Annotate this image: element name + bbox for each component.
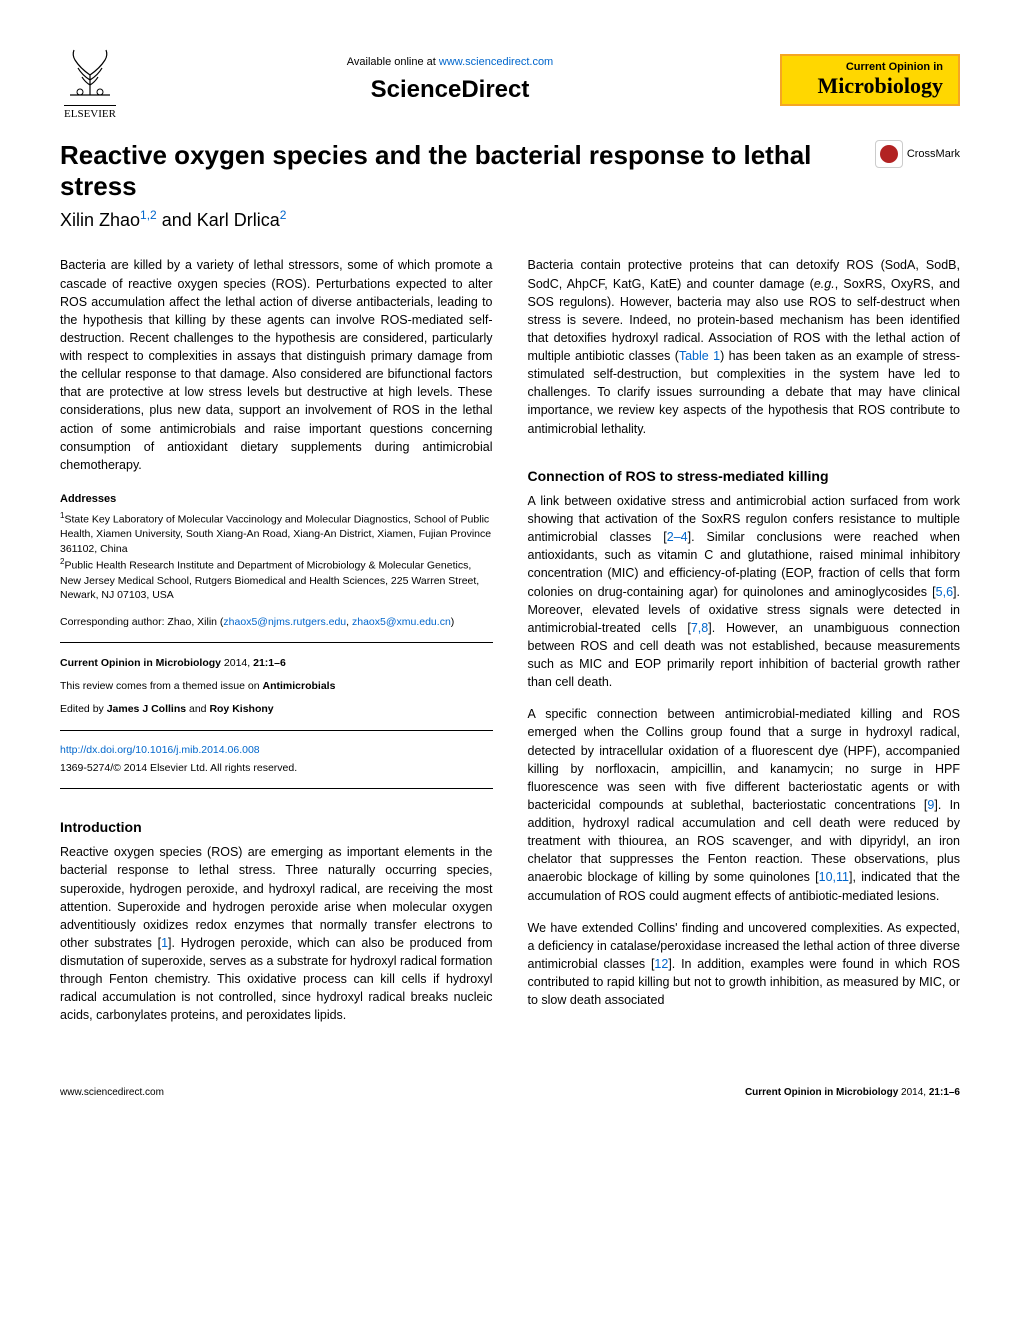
author-name: Xilin Zhao bbox=[60, 210, 140, 230]
right-column: Bacteria contain protective proteins tha… bbox=[528, 256, 961, 1038]
journal-series: Current Opinion in bbox=[797, 61, 943, 73]
doi-link[interactable]: http://dx.doi.org/10.1016/j.mib.2014.06.… bbox=[60, 743, 493, 758]
corresponding-author: Corresponding author: Zhao, Xilin (zhaox… bbox=[60, 615, 493, 630]
body-paragraph: Bacteria contain protective proteins tha… bbox=[528, 256, 961, 437]
address-2: Public Health Research Institute and Dep… bbox=[60, 560, 479, 601]
article-title: Reactive oxygen species and the bacteria… bbox=[60, 140, 960, 202]
platform-name: ScienceDirect bbox=[347, 76, 553, 104]
journal-citation-block: Current Opinion in Microbiology 2014, 21… bbox=[60, 655, 493, 717]
email-link[interactable]: zhaox5@njms.rutgers.edu bbox=[223, 616, 346, 628]
crossmark-label: CrossMark bbox=[907, 148, 960, 160]
left-column: Bacteria are killed by a variety of leth… bbox=[60, 256, 493, 1038]
divider bbox=[60, 642, 493, 643]
page-footer: www.sciencedirect.com Current Opinion in… bbox=[60, 1079, 960, 1098]
elsevier-tree-icon bbox=[60, 40, 120, 100]
address-1: State Key Laboratory of Molecular Vaccin… bbox=[60, 513, 491, 554]
divider bbox=[60, 730, 493, 731]
journal-badge: Current Opinion in Microbiology bbox=[780, 54, 960, 106]
page-header: ELSEVIER Available online at www.science… bbox=[60, 40, 960, 120]
editor-name: Roy Kishony bbox=[209, 703, 273, 715]
sciencedirect-url-link[interactable]: www.sciencedirect.com bbox=[439, 56, 553, 68]
footer-url: www.sciencedirect.com bbox=[60, 1087, 164, 1098]
section-heading-introduction: Introduction bbox=[60, 817, 493, 837]
abstract-text: Bacteria are killed by a variety of leth… bbox=[60, 256, 493, 474]
citation-link[interactable]: 5,6 bbox=[936, 585, 953, 599]
divider bbox=[60, 788, 493, 789]
copyright-text: 1369-5274/© 2014 Elsevier Ltd. All right… bbox=[60, 761, 493, 776]
citation-link[interactable]: 2–4 bbox=[667, 530, 688, 544]
journal-title: Microbiology bbox=[797, 73, 943, 99]
citation-link[interactable]: 7,8 bbox=[691, 621, 708, 635]
publisher-block: ELSEVIER bbox=[60, 40, 120, 120]
section-heading-connection: Connection of ROS to stress-mediated kil… bbox=[528, 466, 961, 486]
two-column-layout: Bacteria are killed by a variety of leth… bbox=[60, 256, 960, 1038]
addresses-heading: Addresses bbox=[60, 492, 493, 508]
author-affil-sup: 2 bbox=[280, 208, 287, 222]
available-online-text: Available online at www.sciencedirect.co… bbox=[347, 56, 553, 68]
theme-name: Antimicrobials bbox=[263, 680, 336, 692]
author-name: Karl Drlica bbox=[197, 210, 280, 230]
crossmark-badge[interactable]: CrossMark bbox=[875, 140, 960, 168]
header-center: Available online at www.sciencedirect.co… bbox=[347, 56, 553, 104]
footer-citation: Current Opinion in Microbiology 2014, 21… bbox=[745, 1087, 960, 1098]
email-link[interactable]: zhaox5@xmu.edu.cn bbox=[352, 616, 451, 628]
table-link[interactable]: Table 1 bbox=[679, 349, 720, 363]
body-paragraph: We have extended Collins' finding and un… bbox=[528, 919, 961, 1010]
intro-paragraph: Reactive oxygen species (ROS) are emergi… bbox=[60, 843, 493, 1024]
citation-link[interactable]: 12 bbox=[654, 957, 668, 971]
journal-citation: Current Opinion in Microbiology bbox=[60, 657, 221, 669]
body-paragraph: A specific connection between antimicrob… bbox=[528, 705, 961, 904]
addresses-block: 1State Key Laboratory of Molecular Vacci… bbox=[60, 510, 493, 603]
author-affil-sup: 1,2 bbox=[140, 208, 157, 222]
citation-link[interactable]: 10,11 bbox=[819, 870, 849, 884]
citation-link[interactable]: 1 bbox=[161, 936, 168, 950]
crossmark-icon bbox=[875, 140, 903, 168]
editor-name: James J Collins bbox=[107, 703, 186, 715]
authors-line: Xilin Zhao1,2 and Karl Drlica2 bbox=[60, 208, 960, 231]
publisher-name: ELSEVIER bbox=[64, 105, 116, 120]
body-paragraph: A link between oxidative stress and anti… bbox=[528, 492, 961, 691]
title-section: CrossMark Reactive oxygen species and th… bbox=[60, 140, 960, 231]
